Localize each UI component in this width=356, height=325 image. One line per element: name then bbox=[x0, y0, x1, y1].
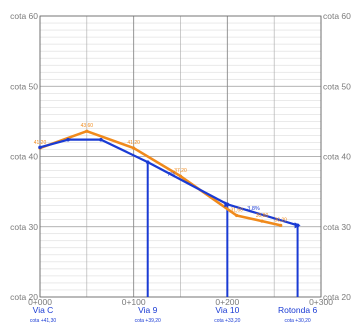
data-point-orange bbox=[85, 129, 89, 133]
y-tick-label-left: cota 20 bbox=[10, 292, 38, 302]
y-tick-label-left: cota 60 bbox=[10, 11, 38, 21]
point-label: 30,80 bbox=[256, 213, 269, 219]
x-tick-label: 0+200 bbox=[215, 297, 239, 307]
station-name: Via 10 bbox=[215, 305, 239, 315]
y-tick-label-right: cota 20 bbox=[323, 292, 351, 302]
station-name: Via C bbox=[33, 305, 54, 315]
x-tick-label: 0+100 bbox=[122, 297, 146, 307]
data-point-blue bbox=[66, 137, 70, 142]
y-tick-label-right: cota 50 bbox=[323, 81, 351, 91]
station-name: Rotonda 6 bbox=[278, 305, 317, 315]
arrow-marker bbox=[224, 201, 231, 208]
arrow-marker bbox=[294, 222, 301, 229]
axes: cota 20 cota 20 cota 30 cota 30 cota 40 cota … bbox=[10, 11, 351, 307]
station-cota: cota +41,30 bbox=[30, 318, 56, 324]
x-tick-label: 0+000 bbox=[28, 297, 52, 307]
slope-label: 7% bbox=[167, 172, 175, 178]
slope-label: 3,8% bbox=[247, 206, 260, 212]
station-name: Via 9 bbox=[138, 305, 157, 315]
data-point-blue bbox=[145, 160, 150, 164]
y-tick-label-left: cota 40 bbox=[10, 152, 38, 162]
plot-border bbox=[39, 15, 322, 298]
y-tick-label-right: cota 40 bbox=[323, 152, 351, 162]
point-label: 30,20 bbox=[274, 217, 287, 223]
series-line-blue bbox=[39, 138, 298, 227]
data-point-orange bbox=[279, 223, 283, 227]
point-label: 41,20 bbox=[34, 140, 47, 146]
y-tick-label-left: cota 30 bbox=[10, 222, 38, 232]
point-label: 37,20 bbox=[174, 168, 187, 174]
point-label: 31,60 bbox=[230, 208, 243, 214]
data-point-orange bbox=[235, 213, 239, 218]
station-markers: Via C cota +41,30 Via 9 cota +39,20 Via 10 co… bbox=[30, 162, 317, 324]
grid bbox=[39, 15, 322, 298]
series-lines bbox=[38, 129, 301, 229]
data-point-orange bbox=[132, 146, 136, 150]
data-point-orange bbox=[178, 174, 183, 178]
data-point-blue bbox=[38, 145, 42, 150]
y-tick-label-right: cota 30 bbox=[323, 222, 351, 232]
data-point-orange bbox=[260, 219, 264, 223]
y-tick-label-right: cota 60 bbox=[323, 11, 351, 21]
point-label: 41,20 bbox=[127, 140, 140, 146]
y-tick-label-left: cota 50 bbox=[10, 81, 38, 91]
chart-labels: 41,20 43,60 41,20 37,20 31,60 30,80 30,20 7% 3,8… bbox=[34, 123, 287, 223]
station-cota: cota +30,20 bbox=[284, 318, 310, 324]
point-label: 43,60 bbox=[81, 123, 94, 129]
station-cota: cota +39,20 bbox=[135, 318, 161, 324]
station-cota: cota +33,20 bbox=[214, 318, 240, 324]
data-point-blue bbox=[99, 137, 103, 142]
x-tick-label: 0+300 bbox=[309, 297, 333, 307]
